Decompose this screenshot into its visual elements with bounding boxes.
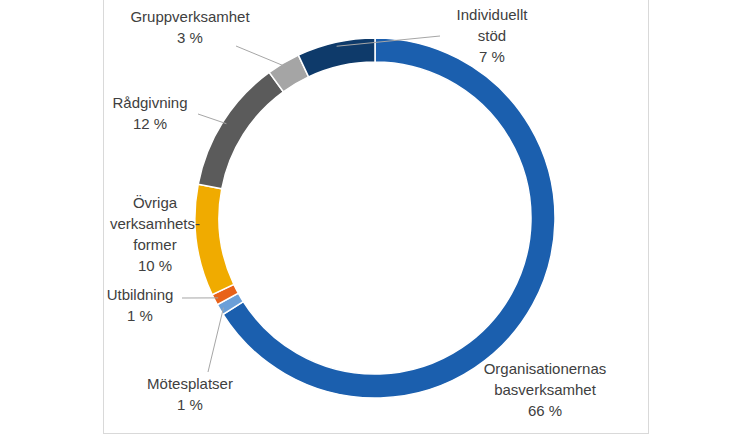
category-label: Rådgivning — [112, 94, 187, 111]
category-label: Gruppverksamhet — [130, 8, 250, 25]
value-label: 3 % — [177, 29, 203, 46]
value-label: 7 % — [479, 48, 505, 65]
donut — [195, 38, 555, 398]
value-label: 12 % — [133, 115, 167, 132]
value-label: 1 % — [127, 307, 153, 324]
leader-line — [208, 308, 224, 372]
category-label: Organisationernasbasverksamhet — [484, 360, 607, 398]
leader-line — [236, 46, 285, 67]
slice — [198, 72, 283, 188]
value-label: 66 % — [528, 402, 562, 419]
slice — [195, 184, 234, 294]
category-label: Övrigaverksamhets-former — [110, 194, 200, 253]
labels: Organisationernasbasverksamhet 66 % Mötesp… — [107, 6, 607, 419]
value-label: 1 % — [177, 396, 203, 413]
value-label: 10 % — [138, 257, 172, 274]
frame — [104, 0, 649, 434]
leader-line — [182, 297, 218, 298]
leader-line — [198, 114, 226, 124]
slices — [195, 38, 555, 398]
category-label: Mötesplatser — [147, 375, 233, 392]
category-label: Utbildning — [107, 286, 174, 303]
chart: Organisationernasbasverksamhet 66 % Mötesp… — [0, 0, 750, 436]
category-label: Individuelltstöd — [457, 6, 529, 44]
leader-line — [337, 36, 440, 46]
